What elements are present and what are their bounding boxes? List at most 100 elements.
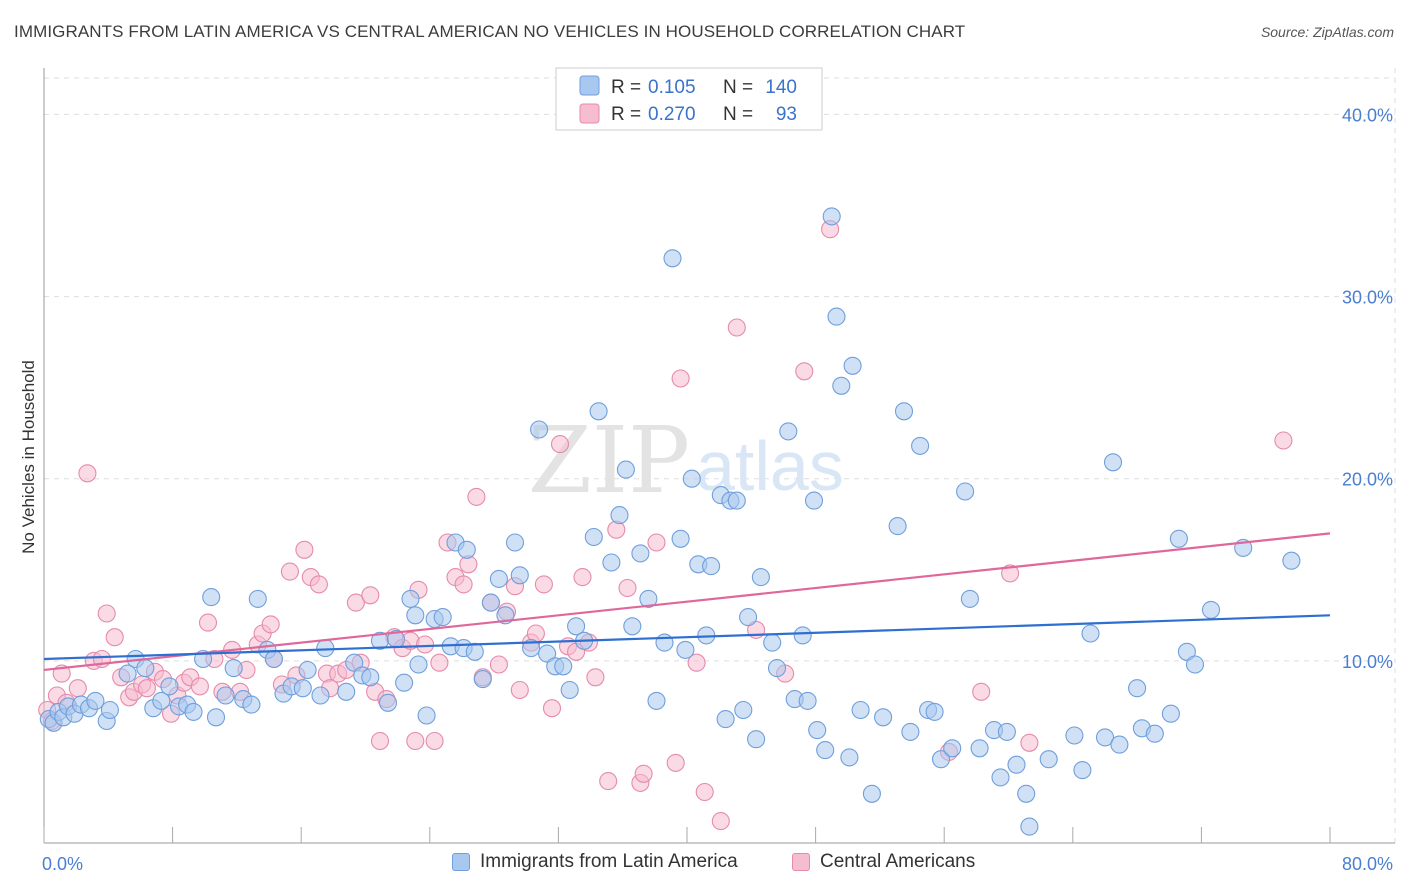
blue-point-77 bbox=[647, 691, 666, 710]
trendline-central-americans bbox=[43, 532, 1331, 672]
blue-point-104 bbox=[827, 307, 846, 326]
pink-point-43 bbox=[346, 593, 365, 612]
blue-point-69 bbox=[584, 527, 603, 547]
blue-point-142 bbox=[1201, 600, 1221, 619]
x-tick-label-min: 0.0% bbox=[42, 854, 83, 874]
pink-point-88 bbox=[711, 812, 730, 831]
blue-point-137 bbox=[1145, 724, 1164, 743]
chart-source: Source: ZipAtlas.com bbox=[1260, 24, 1394, 40]
blue-point-47 bbox=[417, 706, 436, 725]
blue-point-13 bbox=[136, 659, 155, 678]
blue-point-76 bbox=[639, 589, 658, 608]
blue-point-65 bbox=[554, 657, 573, 676]
pink-point-75 bbox=[573, 568, 592, 587]
series-immigrants-latin-america bbox=[39, 207, 1301, 836]
blue-point-111 bbox=[888, 517, 907, 536]
blue-point-46 bbox=[409, 655, 428, 674]
y-axis-label: No Vehicles in Household bbox=[19, 360, 38, 554]
y-tick-label-2: 30.0% bbox=[1342, 288, 1393, 308]
pink-point-86 bbox=[687, 653, 706, 672]
axes bbox=[43, 68, 1395, 844]
blue-point-99 bbox=[798, 691, 817, 710]
blue-point-26 bbox=[242, 695, 261, 714]
blue-point-67 bbox=[567, 617, 586, 636]
blue-point-73 bbox=[616, 460, 635, 479]
bottom-legend-label-pink: Central Americans bbox=[820, 851, 976, 872]
legend-swatch-pink bbox=[579, 103, 600, 124]
legend-n-label-2: N = bbox=[723, 104, 753, 125]
legend: R = 0.105 N = 140 R = 0.270 N = 93 bbox=[555, 67, 823, 131]
pink-point-55 bbox=[425, 731, 444, 751]
blue-point-57 bbox=[489, 569, 508, 588]
pink-point-52 bbox=[406, 731, 425, 751]
pink-point-56 bbox=[430, 653, 449, 672]
blue-point-56 bbox=[481, 593, 500, 612]
legend-n-value-2: 93 bbox=[776, 104, 797, 125]
blue-point-110 bbox=[874, 708, 893, 727]
pink-point-82 bbox=[634, 764, 653, 783]
watermark: ZIP atlas bbox=[528, 407, 844, 514]
blue-point-39 bbox=[361, 668, 380, 687]
pink-point-6 bbox=[78, 464, 97, 483]
blue-point-127 bbox=[1020, 817, 1039, 836]
blue-point-62 bbox=[530, 420, 549, 439]
blue-point-129 bbox=[1065, 726, 1084, 745]
legend-box bbox=[555, 67, 823, 131]
blue-point-120 bbox=[960, 589, 979, 608]
blue-point-140 bbox=[1177, 642, 1196, 661]
legend-r-label-2: R = bbox=[611, 104, 641, 125]
blue-point-35 bbox=[316, 639, 335, 658]
pink-point-84 bbox=[666, 753, 685, 772]
blue-point-103 bbox=[822, 207, 841, 226]
blue-point-75 bbox=[631, 544, 650, 563]
y-tick-labels: 10.0% 20.0% 30.0% 40.0% bbox=[1342, 105, 1393, 671]
bottom-legend: Immigrants from Latin America Central Am… bbox=[0, 851, 1406, 879]
blue-point-8 bbox=[86, 691, 105, 710]
blue-point-95 bbox=[767, 659, 787, 678]
blue-point-138 bbox=[1161, 704, 1180, 723]
legend-r-value-1: 0.105 bbox=[648, 77, 696, 98]
blue-point-118 bbox=[943, 739, 962, 758]
blue-point-102 bbox=[816, 741, 835, 760]
pink-point-87 bbox=[695, 782, 714, 802]
legend-swatch-blue bbox=[579, 75, 600, 96]
blue-point-74 bbox=[623, 617, 642, 636]
bottom-legend-swatch-pink bbox=[792, 853, 810, 871]
blue-point-106 bbox=[840, 748, 859, 767]
pink-point-85 bbox=[671, 369, 690, 388]
blue-point-55 bbox=[473, 670, 492, 689]
trendlines bbox=[43, 532, 1331, 672]
bottom-legend-swatch-blue bbox=[452, 853, 470, 871]
pink-point-54 bbox=[415, 635, 435, 654]
blue-point-71 bbox=[602, 553, 621, 572]
blue-point-23 bbox=[216, 686, 235, 705]
blue-point-24 bbox=[224, 659, 243, 678]
pink-point-98 bbox=[1274, 431, 1293, 450]
blue-point-132 bbox=[1095, 728, 1115, 747]
blue-point-54 bbox=[465, 642, 484, 661]
pink-point-47 bbox=[370, 731, 390, 751]
pink-point-23 bbox=[198, 613, 218, 632]
blue-point-82 bbox=[682, 469, 701, 488]
blue-point-60 bbox=[510, 566, 529, 585]
blue-point-87 bbox=[716, 710, 735, 729]
blue-point-70 bbox=[589, 402, 608, 421]
pink-point-80 bbox=[618, 578, 637, 598]
blue-point-105 bbox=[832, 376, 851, 395]
pink-point-83 bbox=[647, 533, 666, 552]
blue-point-94 bbox=[763, 633, 782, 652]
pink-point-9 bbox=[97, 604, 116, 623]
pink-point-34 bbox=[280, 562, 299, 581]
blue-point-53 bbox=[457, 540, 476, 559]
blue-point-130 bbox=[1073, 761, 1092, 780]
blue-point-79 bbox=[663, 249, 682, 268]
pink-point-79 bbox=[607, 520, 626, 539]
blue-point-93 bbox=[751, 568, 770, 587]
x-tick-label-max: 80.0% bbox=[1342, 854, 1393, 874]
pink-point-92 bbox=[795, 362, 814, 381]
legend-r-label-1: R = bbox=[611, 77, 641, 98]
blue-point-37 bbox=[345, 653, 364, 672]
blue-point-45 bbox=[406, 606, 425, 625]
blue-point-128 bbox=[1039, 750, 1058, 769]
pink-point-5 bbox=[68, 679, 87, 698]
